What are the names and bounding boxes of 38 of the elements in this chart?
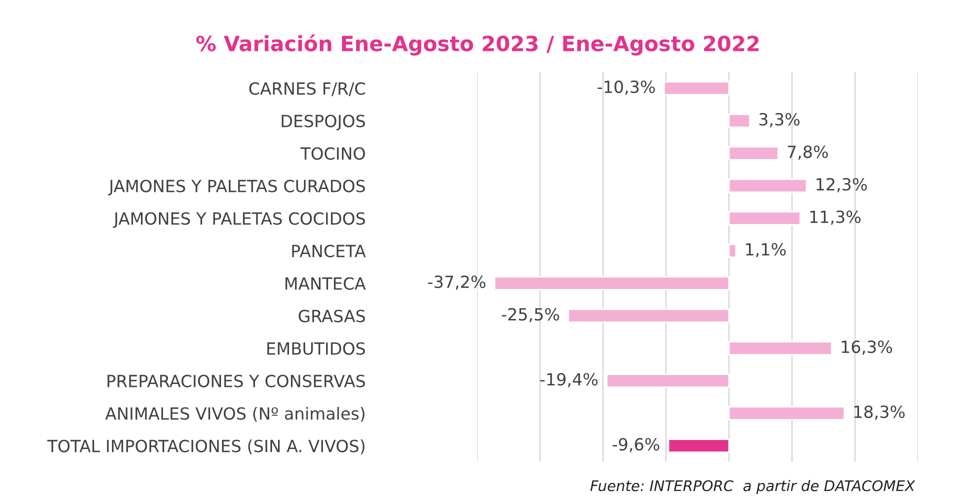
data-label: -10,3% <box>598 80 655 95</box>
data-label: 7,8% <box>788 145 828 160</box>
source-note: Fuente: INTERPORC a partir de DATACOMEX <box>590 480 916 494</box>
bar <box>568 308 730 323</box>
bar <box>663 81 730 96</box>
data-label: -9,6% <box>612 438 660 452</box>
y-tick-label: JAMONES Y PALETAS COCIDOS <box>112 212 365 228</box>
bar <box>606 374 730 388</box>
bar <box>728 244 737 258</box>
data-label: 12,3% <box>816 178 867 192</box>
data-label: -25,5% <box>502 308 560 322</box>
data-label: 11,3% <box>810 210 861 225</box>
bar <box>728 146 779 160</box>
data-label: 1,1% <box>746 242 786 258</box>
y-tick-label: PANCETA <box>292 244 366 258</box>
y-tick-label: ANIMALES VIVOS (Nº animales) <box>105 406 364 422</box>
data-label: -37,2% <box>428 275 486 290</box>
y-tick-label: CARNES F/R/C <box>249 82 365 96</box>
bar <box>494 276 730 290</box>
chart-title: % Variación Ene-Agosto 2023 / Ene-Agosto 2022 <box>196 34 759 56</box>
data-label: -19,4% <box>540 372 598 388</box>
y-tick-label: TOTAL IMPORTACIONES (SIN A. VIVOS) <box>47 439 364 454</box>
y-tick-label: JAMONES Y PALETAS CURADOS <box>108 180 365 196</box>
y-tick-label: PREPARACIONES Y CONSERVAS <box>108 374 365 388</box>
y-tick-label: MANTECA <box>286 277 366 290</box>
y-tick-label: EMBUTIDOS <box>267 342 365 355</box>
bar <box>728 406 845 420</box>
bar <box>668 438 730 453</box>
bar <box>728 211 801 226</box>
y-tick-label: TOCINO <box>300 147 365 160</box>
bar <box>728 178 808 193</box>
data-label: 16,3% <box>842 340 892 355</box>
bar <box>728 114 750 128</box>
y-tick-label: DESPOJOS <box>282 114 365 130</box>
data-label: 18,3% <box>854 405 905 420</box>
y-tick-label: GRASAS <box>298 310 365 322</box>
data-label: 3,3% <box>759 112 800 128</box>
bar <box>728 341 832 356</box>
